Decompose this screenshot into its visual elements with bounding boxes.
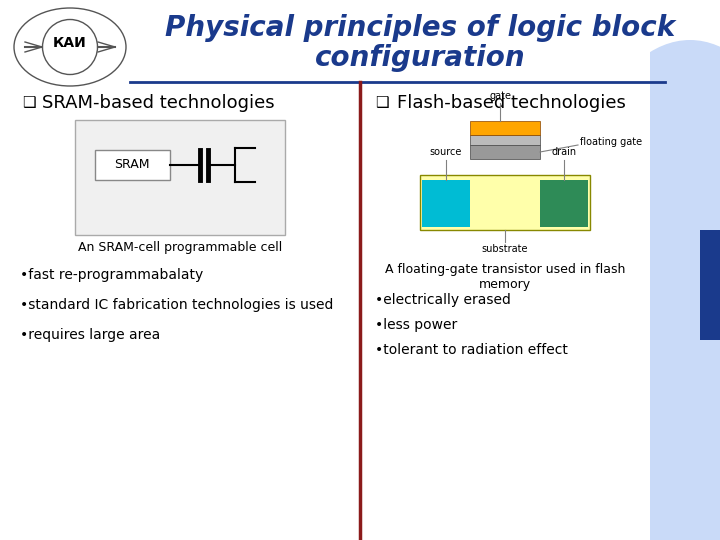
- Bar: [470, 121, 540, 135]
- Text: Flash-based technologies: Flash-based technologies: [397, 94, 626, 112]
- Text: КАИ: КАИ: [53, 36, 87, 50]
- Text: drain: drain: [552, 147, 577, 157]
- Bar: [700, 230, 720, 340]
- Text: •electrically erased: •electrically erased: [375, 293, 511, 307]
- Text: •requires large area: •requires large area: [20, 328, 161, 342]
- Text: •fast re-programmabalaty: •fast re-programmabalaty: [20, 268, 203, 282]
- Text: SRAM: SRAM: [114, 159, 150, 172]
- Text: configuration: configuration: [315, 44, 526, 72]
- Ellipse shape: [550, 40, 720, 540]
- Bar: [540, 180, 588, 227]
- Bar: [75, 120, 285, 235]
- Text: substrate: substrate: [482, 244, 528, 254]
- Bar: [470, 145, 540, 159]
- Bar: [95, 150, 170, 180]
- Text: Physical principles of logic block: Physical principles of logic block: [165, 14, 675, 42]
- Text: •tolerant to radiation effect: •tolerant to radiation effect: [375, 343, 568, 357]
- Text: •standard IC fabrication technologies is used: •standard IC fabrication technologies is…: [20, 298, 333, 312]
- Text: SRAM-based technologies: SRAM-based technologies: [42, 94, 274, 112]
- Text: floating gate: floating gate: [580, 137, 642, 147]
- Text: ❑: ❑: [375, 96, 389, 111]
- Text: A floating-gate transistor used in flash
memory: A floating-gate transistor used in flash…: [384, 263, 625, 291]
- Text: ❑: ❑: [22, 96, 35, 111]
- Text: •less power: •less power: [375, 318, 457, 332]
- Bar: [422, 180, 470, 227]
- Bar: [420, 175, 590, 230]
- Text: source: source: [430, 147, 462, 157]
- Bar: [470, 135, 540, 145]
- Text: gate: gate: [489, 91, 511, 101]
- Text: An SRAM-cell programmable cell: An SRAM-cell programmable cell: [78, 241, 282, 254]
